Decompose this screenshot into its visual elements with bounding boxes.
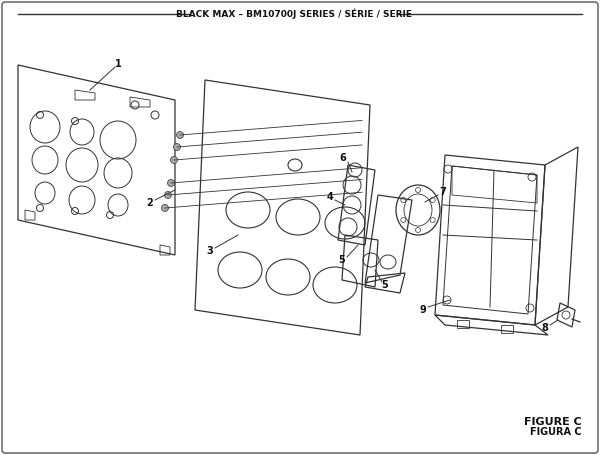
Text: 4: 4 [326, 192, 334, 202]
Circle shape [167, 180, 175, 187]
Text: 3: 3 [206, 246, 214, 256]
Text: FIGURE C: FIGURE C [524, 417, 582, 427]
Text: FIGURA C: FIGURA C [530, 427, 582, 437]
Bar [457, 320, 469, 328]
Text: BLACK MAX – BM10700J SERIES / SÉRIE / SERIE: BLACK MAX – BM10700J SERIES / SÉRIE / SE… [176, 9, 412, 19]
Text: 2: 2 [146, 198, 154, 208]
Circle shape [161, 204, 169, 212]
Circle shape [164, 192, 172, 198]
Text: 5: 5 [338, 255, 346, 265]
Text: 1: 1 [115, 59, 121, 69]
Circle shape [170, 157, 178, 163]
Circle shape [173, 143, 181, 151]
Text: 9: 9 [419, 305, 427, 315]
Text: 5: 5 [382, 280, 388, 290]
Text: 6: 6 [340, 153, 346, 163]
Text: 7: 7 [440, 187, 446, 197]
Bar [501, 325, 513, 333]
Text: 8: 8 [542, 323, 548, 333]
Circle shape [176, 131, 184, 138]
